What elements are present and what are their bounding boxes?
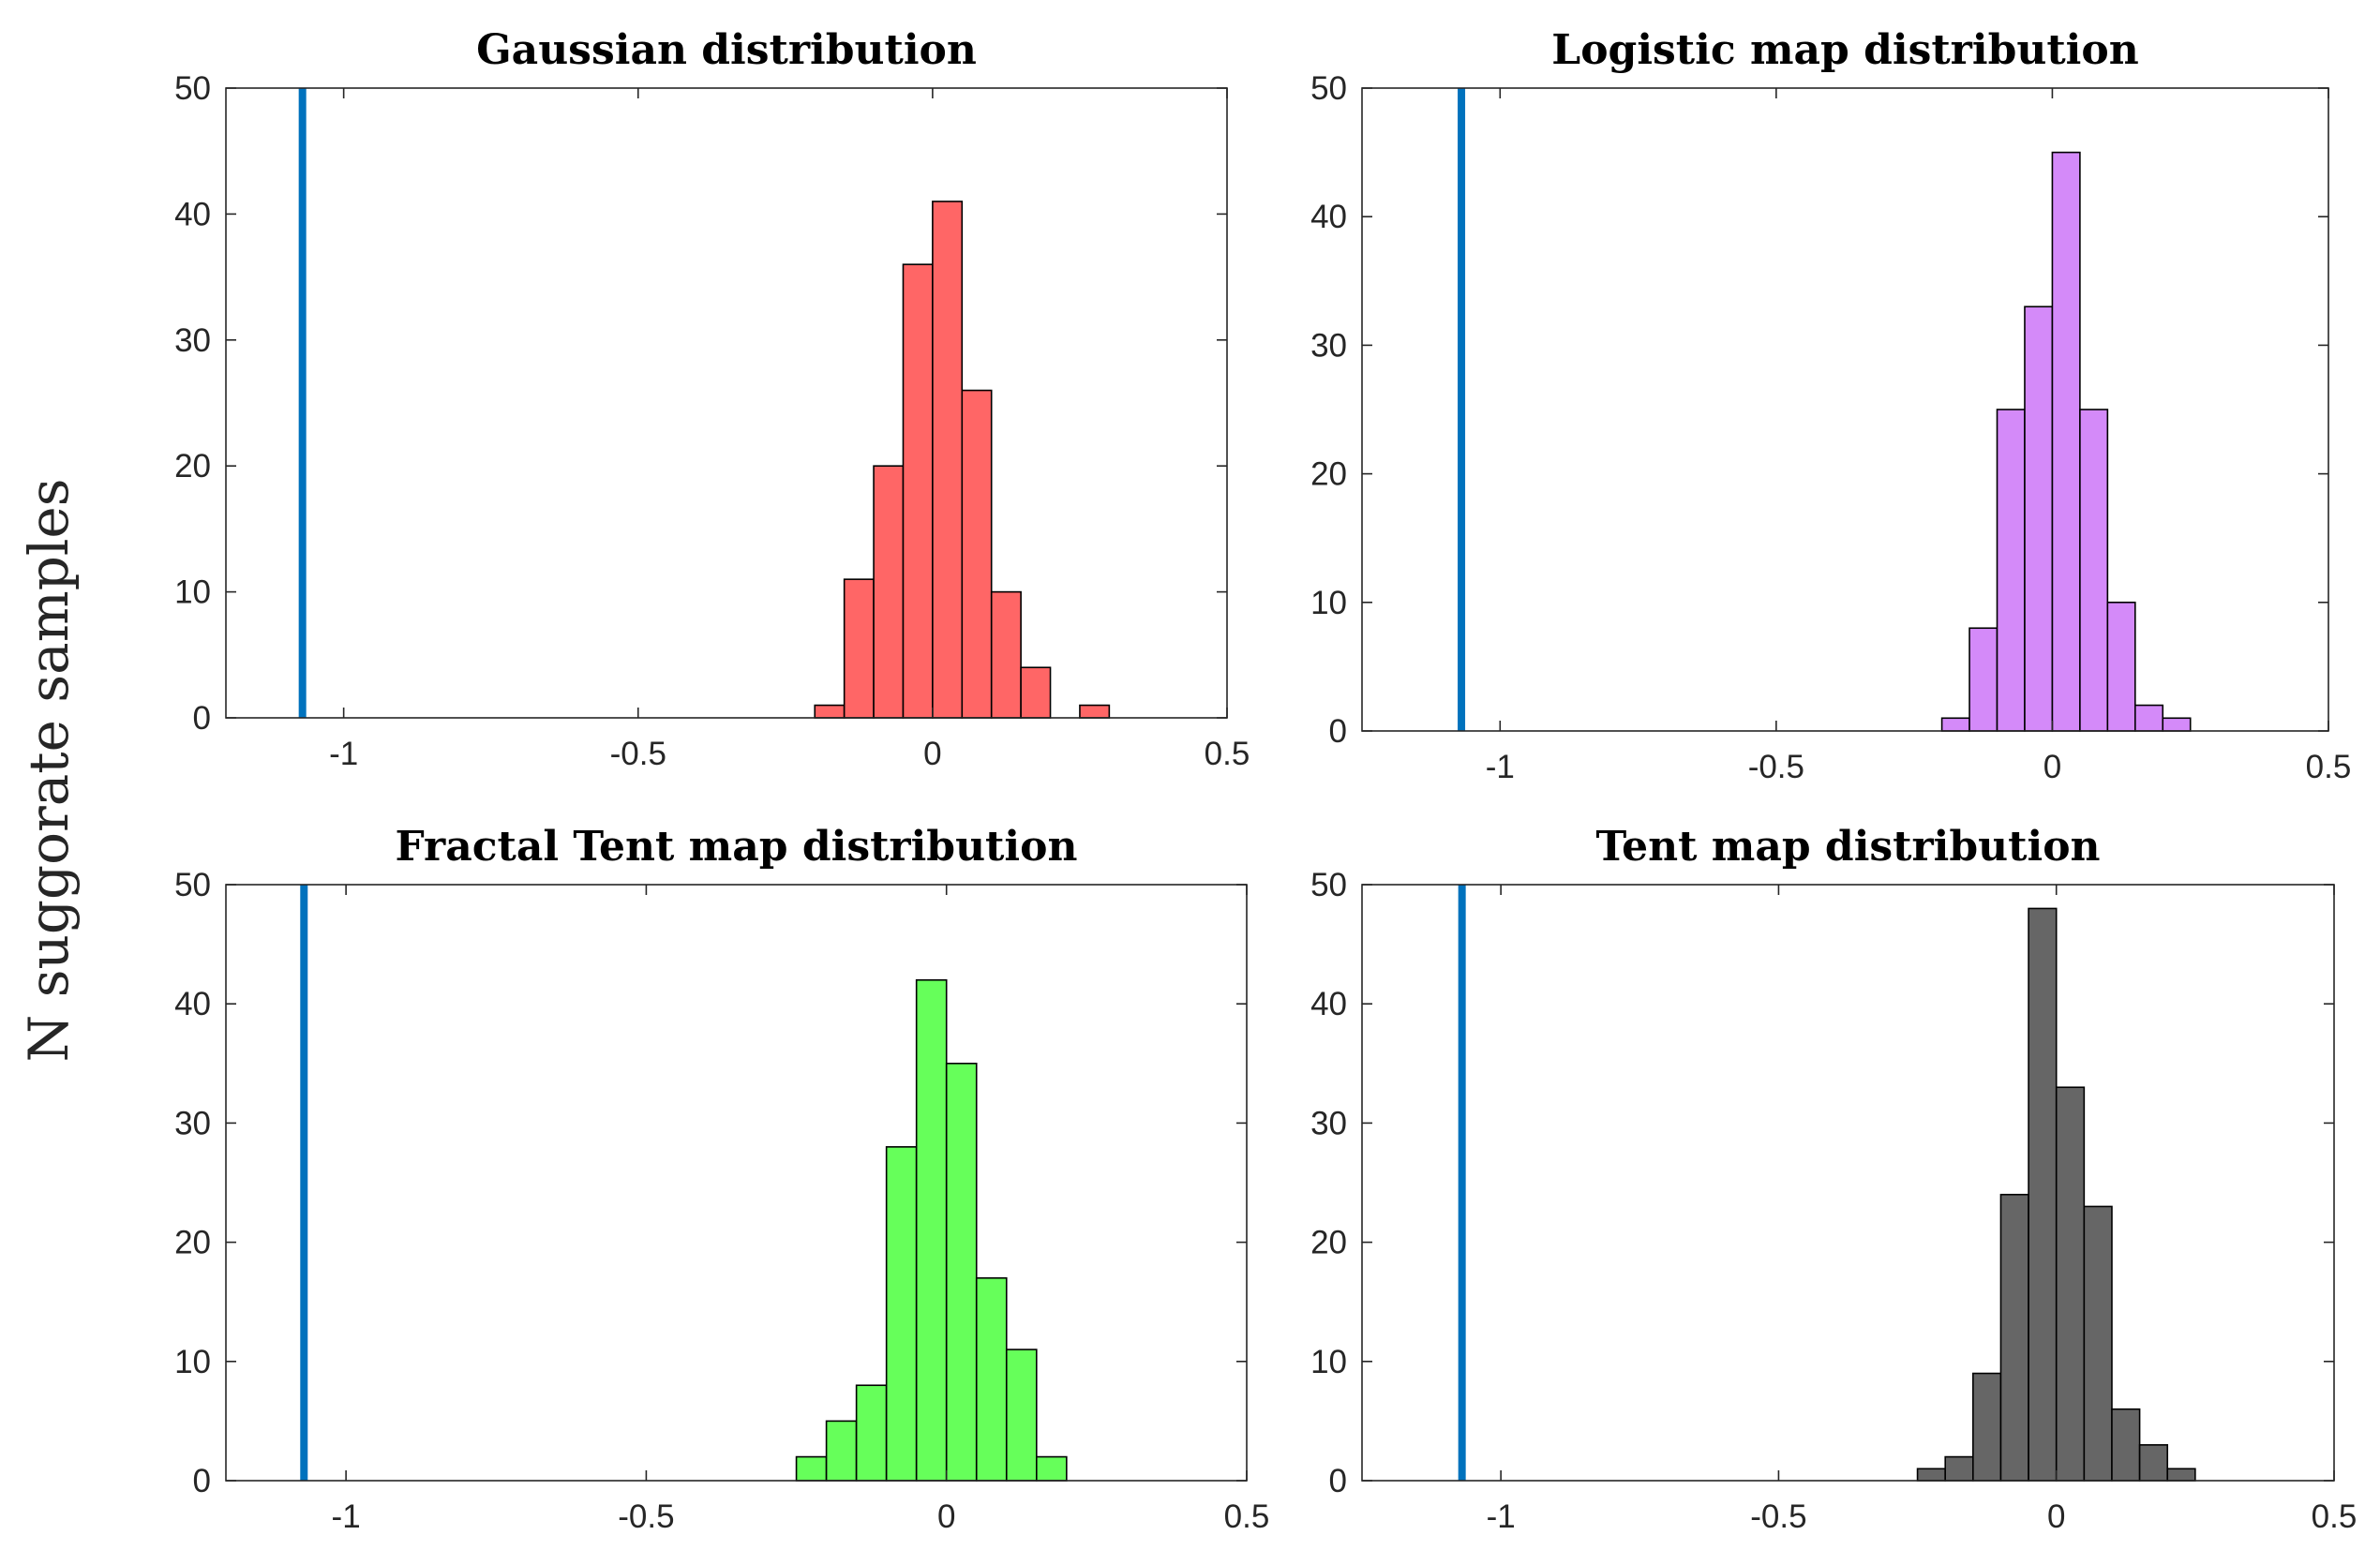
x-tick-label: -0.5 — [1748, 749, 1804, 785]
histogram-bar — [2166, 1468, 2196, 1482]
x-tick-label: -1 — [1487, 1498, 1516, 1535]
y-tick-label: 30 — [174, 322, 211, 359]
x-tick-label: 0.5 — [1224, 1498, 1270, 1535]
histogram-bar — [2083, 1205, 2113, 1482]
y-tick-label: 10 — [174, 1344, 211, 1380]
y-tick-label: 40 — [1310, 199, 1347, 235]
x-tick-label: 0 — [2047, 1498, 2065, 1535]
chart-panel-1: -1 -0.5 0 0.5 0 10 20 30 40 50 Gaussian distributi… — [174, 26, 1250, 772]
histogram-bar — [1020, 666, 1052, 719]
y-tick-label: 40 — [174, 196, 211, 232]
histogram-bar — [843, 578, 875, 719]
histogram-bar — [2134, 704, 2164, 732]
y-tick-label: 20 — [174, 448, 211, 484]
x-tick-label: -1 — [329, 736, 358, 772]
chart-title: Gaussian distribution — [476, 26, 977, 74]
histogram-bar — [1996, 409, 2026, 732]
x-tick-label: 0.5 — [1205, 736, 1250, 772]
chart-title: Logistic map distribution — [1551, 26, 2138, 74]
y-tick-label: 50 — [1310, 867, 1347, 903]
plot-area — [1362, 88, 2328, 731]
y-tick-label: 50 — [1310, 70, 1347, 107]
chart-title: Tent map distribution — [1595, 823, 2100, 871]
x-tick-label: -0.5 — [618, 1498, 674, 1535]
histogram-bar — [795, 1455, 828, 1482]
y-axis-label: N suggorate samples — [17, 479, 81, 1063]
y-tick-label: 40 — [1310, 986, 1347, 1022]
y-tick-label: 20 — [174, 1225, 211, 1261]
x-tick-label: -1 — [332, 1498, 361, 1535]
histogram-bar — [2162, 717, 2192, 732]
y-tick-label: 10 — [1310, 1344, 1347, 1380]
y-tick-label: 30 — [174, 1105, 211, 1141]
histogram-bar — [2051, 151, 2081, 732]
chart-title: Fractal Tent map distribution — [396, 823, 1078, 871]
x-tick-label: 0 — [2043, 749, 2061, 785]
histogram-bar — [855, 1384, 888, 1482]
histogram-bar — [2024, 306, 2054, 732]
y-tick-label: 20 — [1310, 456, 1347, 493]
x-tick-label: -0.5 — [1750, 1498, 1806, 1535]
plot-area — [226, 885, 1247, 1481]
histogram-bar — [1916, 1468, 1946, 1482]
histogram-bar — [2028, 907, 2058, 1482]
chart-panel-4: -1 -0.5 0 0.5 0 10 20 30 40 50 Tent map distributi… — [1310, 823, 2357, 1535]
histogram-bar — [1079, 704, 1111, 719]
histogram-bar — [814, 704, 846, 719]
axes-box — [1361, 884, 2335, 1482]
histogram-bar — [945, 1063, 978, 1482]
y-tick-label: 30 — [1310, 1105, 1347, 1141]
y-tick-label: 0 — [1329, 1463, 1347, 1499]
histogram-bar — [1972, 1372, 2002, 1482]
y-tick-label: 50 — [174, 70, 211, 107]
histogram-bar — [902, 263, 934, 719]
chart-panel-2: -1 -0.5 0 0.5 0 10 20 30 40 50 Logistic map distri… — [1310, 26, 2351, 785]
y-tick-label: 0 — [1329, 713, 1347, 750]
y-tick-label: 40 — [174, 986, 211, 1022]
histogram-bar — [2055, 1086, 2086, 1482]
axes-box — [225, 884, 1248, 1482]
histogram-bar — [825, 1420, 858, 1482]
x-tick-label: 0 — [923, 736, 941, 772]
axes-box — [225, 87, 1228, 719]
x-tick-label: 0.5 — [2306, 749, 2352, 785]
histogram-bar — [885, 1146, 918, 1482]
histogram-bar — [990, 590, 1022, 719]
x-tick-label: 0 — [937, 1498, 955, 1535]
x-tick-label: -1 — [1486, 749, 1515, 785]
histogram-bar — [1968, 627, 1998, 732]
y-tick-label: 0 — [193, 1463, 211, 1499]
histogram-bar — [1999, 1193, 2029, 1482]
histogram-bar — [1035, 1455, 1068, 1482]
histogram-bar — [1944, 1455, 1974, 1482]
histogram-bar — [2079, 409, 2109, 732]
histogram-bar — [915, 978, 948, 1482]
histogram-bar — [2106, 601, 2136, 732]
chart-panel-3: -1 -0.5 0 0.5 0 10 20 30 40 50 Fractal Tent map di… — [174, 823, 1269, 1535]
histogram-bar — [2138, 1444, 2169, 1482]
x-tick-label: -0.5 — [610, 736, 666, 772]
histogram-bar — [961, 389, 993, 719]
x-tick-label: 0.5 — [2312, 1498, 2358, 1535]
y-tick-label: 30 — [1310, 327, 1347, 364]
y-tick-label: 50 — [174, 867, 211, 903]
histogram-bar — [975, 1276, 1008, 1482]
histogram-bar — [2111, 1408, 2141, 1482]
y-tick-label: 10 — [1310, 585, 1347, 621]
histogram-bar — [932, 201, 964, 719]
histogram-bar — [873, 465, 905, 719]
plot-area — [226, 88, 1227, 718]
histogram-bar — [1940, 717, 1970, 732]
y-tick-label: 0 — [193, 700, 211, 737]
plot-area — [1362, 885, 2334, 1481]
histogram-bar — [1005, 1349, 1038, 1482]
y-tick-label: 20 — [1310, 1225, 1347, 1261]
axes-box — [1361, 87, 2329, 732]
y-tick-label: 10 — [174, 574, 211, 611]
